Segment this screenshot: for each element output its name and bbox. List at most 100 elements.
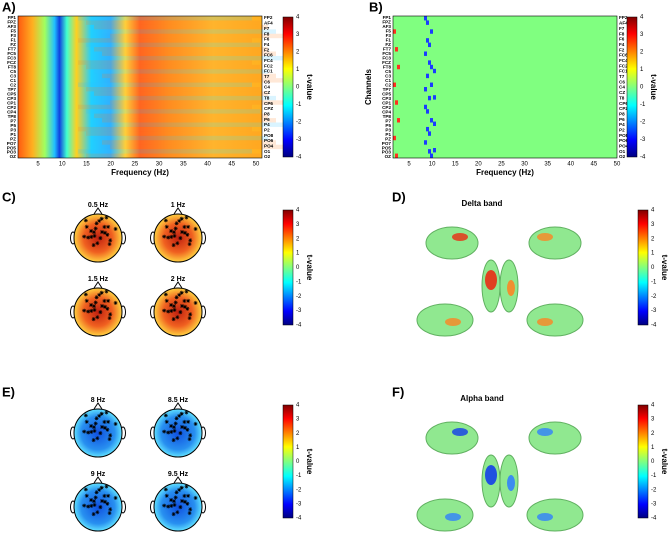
x-tick-label: 25	[132, 162, 139, 168]
electrode-star	[177, 413, 182, 418]
electrode-star	[108, 238, 113, 243]
channel-label: FT8	[383, 65, 392, 70]
x-tick-label: 30	[521, 162, 528, 168]
sig-cell	[426, 126, 429, 132]
colorbar	[626, 16, 638, 158]
electrode-star	[193, 300, 198, 305]
channel-label: PO5	[382, 145, 392, 150]
channel-label: TP7	[383, 87, 392, 92]
electrode-star	[180, 499, 184, 503]
electrode-star	[166, 309, 171, 314]
electrode-star	[89, 424, 94, 429]
map-title: 8.5 Hz	[168, 397, 189, 404]
channel-label: PO7	[382, 141, 392, 146]
electrode-star	[82, 503, 87, 508]
channel-label: FC4	[619, 58, 628, 63]
colorbar-tick: -1	[296, 473, 302, 479]
x-tick-label: 35	[544, 162, 551, 168]
sig-cell	[395, 47, 398, 52]
channel-label: P3	[10, 127, 16, 132]
channel-label: F1	[386, 38, 392, 43]
channel-label: C6	[619, 79, 625, 84]
electrode-star	[98, 236, 103, 241]
channel-label: F7	[619, 26, 625, 31]
electrode-star	[175, 241, 180, 246]
electrode-star	[108, 507, 113, 512]
heatmap-row	[110, 122, 284, 127]
electrode-star	[172, 499, 177, 504]
channel-label: F8	[264, 31, 270, 36]
electrode-star	[184, 289, 189, 294]
channel-label: OZ	[385, 154, 392, 159]
electrode-star	[172, 502, 177, 507]
channel-label: AF4	[264, 21, 273, 26]
colorbar-tick: 2	[296, 50, 300, 56]
electrode-star	[92, 304, 97, 309]
electrode-star	[94, 490, 99, 495]
electrode-star	[82, 234, 87, 239]
channel-label: FC6	[264, 53, 273, 58]
electrode-star	[162, 429, 167, 434]
sig-cell	[430, 64, 433, 70]
channel-label: F5	[11, 29, 17, 34]
electrode-star	[169, 234, 174, 239]
electrode-star	[108, 312, 113, 317]
channel-label: O1	[264, 149, 271, 154]
channel-label: P2	[264, 127, 270, 132]
electrode-star	[179, 411, 184, 416]
electrode-star	[113, 300, 118, 305]
electrode-star	[82, 308, 87, 313]
channel-label: P8	[264, 111, 270, 116]
electrode-star	[93, 421, 98, 426]
electrode-star	[89, 503, 94, 508]
channel-label: CP3	[382, 96, 391, 101]
colorbar-label: t-value	[660, 255, 669, 281]
topomap	[73, 287, 123, 337]
heatmap-row	[110, 144, 284, 150]
channel-label: CP6	[264, 101, 273, 106]
heatmap-row	[94, 24, 268, 30]
colorbar-tick: -4	[640, 155, 646, 161]
colorbar-tick: 3	[651, 222, 655, 228]
electrode-star	[107, 511, 112, 516]
electrode-star	[174, 416, 179, 421]
nose	[173, 281, 183, 289]
heatmap-row	[86, 64, 260, 70]
electrode-star	[186, 493, 191, 498]
channel-label: CP1	[382, 100, 391, 105]
electrode-star	[180, 425, 184, 429]
channel-label: AF4	[619, 21, 628, 26]
electrode-star	[98, 431, 103, 436]
heatmap-row	[78, 38, 252, 43]
heatmap-row	[86, 153, 260, 158]
electrode-star	[169, 303, 174, 308]
channel-label: FP2	[619, 15, 628, 20]
x-tick-label: 45	[591, 162, 598, 168]
nose	[93, 402, 103, 410]
electrode-star	[95, 241, 100, 246]
electrode-star	[106, 224, 111, 229]
channel-label: FT7	[383, 47, 392, 52]
electrode-star	[178, 310, 183, 315]
map-title: 9.5 Hz	[168, 471, 189, 478]
sig-cell	[393, 135, 396, 141]
colorbar-tick: 4	[651, 208, 655, 214]
electrode-star	[93, 495, 98, 500]
electrode-star	[179, 290, 184, 295]
electrode-star	[94, 295, 99, 300]
channel-label: TP8	[8, 114, 17, 119]
electrode-star	[178, 431, 183, 436]
channel-label: CP5	[7, 91, 16, 96]
colorbar-tick: -3	[640, 137, 646, 143]
electrode-star	[98, 505, 103, 510]
panel-label: A)	[2, 0, 16, 14]
electrode-star	[102, 493, 107, 498]
colorbar-tick: 0	[296, 265, 300, 271]
colorbar-tick: 1	[296, 67, 300, 73]
electrode-star	[193, 495, 198, 500]
electrode-star	[169, 429, 174, 434]
x-tick-label: 30	[156, 162, 163, 168]
electrode-star	[178, 236, 183, 241]
brain	[528, 421, 582, 455]
electrode-star	[164, 224, 169, 229]
